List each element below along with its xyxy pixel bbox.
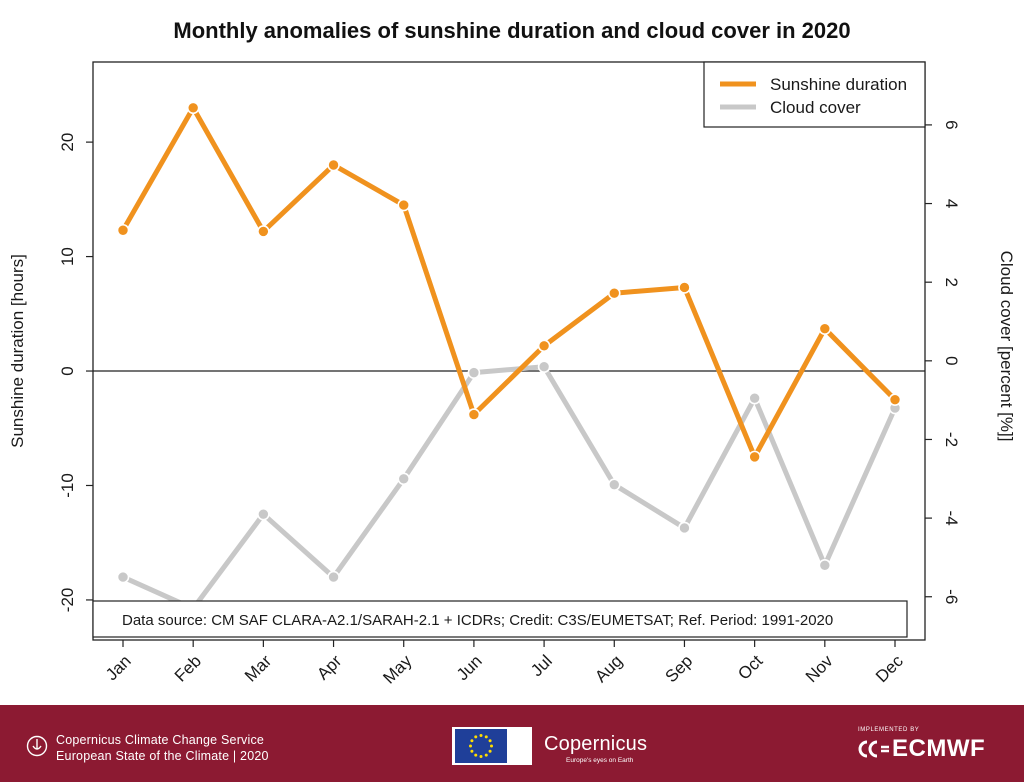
ecmwf-logo-icon [858,740,889,758]
copernicus-tagline: Europe's eyes on Earth [566,757,634,764]
data-source-note: Data source: CM SAF CLARA-A2.1/SARAH-2.1… [122,612,833,629]
implemented-by-label: IMPLEMENTED BY [858,727,920,733]
x-tick-label-jan: Jan [102,651,135,684]
legend-box [703,61,926,128]
x-tick-label-aug: Aug [591,651,626,686]
eu-star [474,753,478,757]
sunshine-duration-point [537,339,551,353]
eu-star [488,739,492,743]
legend-label-sunshine-duration: Sunshine duration [770,75,907,94]
x-tick-label-jul: Jul [527,651,556,680]
eu-star [488,749,492,753]
footer-service-name: Copernicus Climate Change Service [56,733,265,747]
left-tick-label: 10 [58,247,77,266]
eu-star [469,744,472,748]
eu-star [470,749,474,753]
c3s-text: Copernicus Climate Change Service Europe… [56,732,269,764]
sunshine-duration-point [186,101,200,115]
legend-label-cloud-cover: Cloud cover [770,98,861,117]
eu-star [479,755,483,758]
left-tick-label: 20 [58,133,77,152]
cloud-cover-point [467,366,481,379]
note-box [92,600,908,638]
ecmwf-logo-text: ECMWF [892,735,986,762]
chart-area: -20 -10 0 10 20 -6 -4 -2 0 2 4 6 Jan Feb Mar Apr May Jun J… [8,18,1016,688]
cloud-cover-point [748,391,761,405]
eu-star [484,735,488,739]
sunshine-duration-point [888,393,902,406]
sunshine-duration-point [116,223,130,237]
eu-star [474,735,478,739]
x-tick-label-dec: Dec [872,651,907,686]
c3s-logo-icon [26,735,48,757]
cloud-cover-point [818,558,832,572]
footer-report-name: European State of the Climate | 2020 [56,749,269,763]
right-tick-label: 4 [942,199,961,208]
eu-flag-box [452,727,532,765]
sunshine-duration-point [607,286,621,300]
right-tick-label: -2 [942,432,961,447]
cloud-cover-point [257,507,270,521]
sunshine-duration-point [257,225,270,238]
chart-title: Monthly anomalies of sunshine duration a… [173,18,850,43]
right-axis-title: Cloud cover [percent [%]] [997,251,1016,442]
footer-banner: Copernicus Climate Change Service Europe… [0,705,1024,782]
cloud-cover-point [678,521,691,535]
sunshine-duration-point [327,158,340,172]
cloud-cover-point [537,360,551,374]
eu-flag-icon [455,729,507,763]
right-tick-label: 0 [942,356,961,365]
x-tick-label-nov: Nov [802,651,837,686]
x-tick-label-sep: Sep [661,651,696,686]
sunshine-duration-point [397,198,411,212]
eu-star [490,744,493,748]
right-tick-label: -4 [942,511,961,526]
eu-star [479,734,483,737]
cloud-cover-point [607,478,621,491]
x-tick-label-may: May [379,651,415,687]
cloud-cover-point [397,472,411,486]
x-tick-label-feb: Feb [171,651,205,685]
eu-star [484,753,488,757]
left-tick-label: -20 [58,588,77,613]
x-tick-label-mar: Mar [241,651,275,685]
right-tick-label: 6 [942,120,961,129]
plot-frame [92,61,926,641]
left-axis-title: Sunshine duration [hours] [8,254,27,448]
x-tick-label-jun: Jun [453,651,486,684]
x-tick-label-apr: Apr [313,651,345,683]
sunshine-duration-point [678,281,691,294]
sunshine-duration-line [120,105,898,460]
copernicus-logo-text: Copernicus [544,733,648,755]
sunshine-duration-point [467,408,481,421]
sunshine-duration-point [748,450,761,464]
right-tick-label: 2 [942,277,961,286]
eu-star [470,739,474,743]
cloud-cover-point [116,570,130,584]
cloud-cover-line [120,364,898,612]
left-tick-label: 0 [58,366,77,375]
sunshine-duration-point [818,322,832,335]
x-tick-label-oct: Oct [734,651,766,683]
left-tick-label: -10 [58,473,77,498]
cloud-cover-point [327,570,340,584]
right-tick-label: -6 [942,589,961,604]
